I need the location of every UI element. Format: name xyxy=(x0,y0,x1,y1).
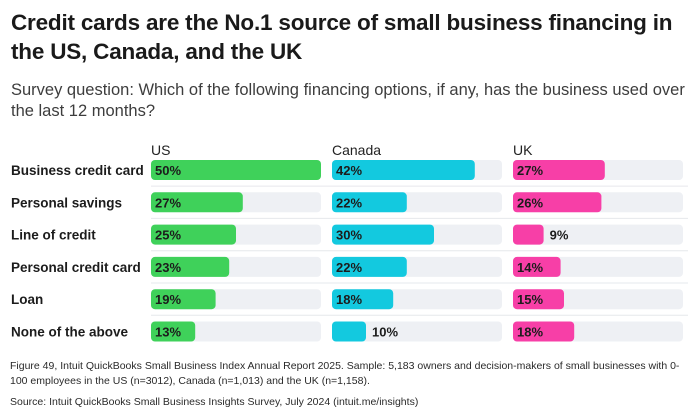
bar-track xyxy=(513,224,683,245)
series-header-uk: UK xyxy=(513,142,533,158)
value-label: 27% xyxy=(517,163,543,178)
bar-canada xyxy=(332,289,394,310)
source-note: Source: Intuit QuickBooks Small Business… xyxy=(10,396,419,408)
value-label: 22% xyxy=(336,195,362,210)
bar-uk xyxy=(513,256,561,277)
value-label: 19% xyxy=(155,292,181,307)
value-label: 27% xyxy=(155,195,181,210)
bar-canada xyxy=(332,160,475,180)
bar-uk xyxy=(513,289,564,310)
value-label: 50% xyxy=(155,163,181,178)
category-label: Personal savings xyxy=(11,195,122,210)
category-label: Business credit card xyxy=(11,163,144,178)
value-label: 9% xyxy=(550,228,569,243)
value-label: 22% xyxy=(336,260,362,275)
chart-subtitle: Survey question: Which of the following … xyxy=(11,81,685,120)
bar-us xyxy=(151,224,236,245)
figure-footnote: Figure 49, Intuit QuickBooks Small Busin… xyxy=(10,360,680,387)
category-label: Loan xyxy=(11,292,43,307)
value-label: 18% xyxy=(517,325,543,340)
series-header-canada: Canada xyxy=(332,142,381,158)
value-label: 14% xyxy=(517,260,543,275)
bar-us xyxy=(151,256,230,277)
value-label: 15% xyxy=(517,292,543,307)
bar-canada xyxy=(332,321,366,342)
bar-canada xyxy=(332,192,407,213)
bar-canada xyxy=(332,256,407,277)
bar-us xyxy=(151,289,216,310)
series-header-us: US xyxy=(151,142,170,158)
bar-track xyxy=(332,321,502,342)
value-label: 42% xyxy=(336,163,362,178)
chart-title: Credit cards are the No.1 source of smal… xyxy=(11,10,673,64)
value-label: 30% xyxy=(336,228,362,243)
bar-uk xyxy=(513,224,544,245)
value-label: 25% xyxy=(155,228,181,243)
bar-uk xyxy=(513,192,602,213)
bar-us xyxy=(151,321,196,342)
value-label: 13% xyxy=(155,325,181,340)
bar-uk xyxy=(513,160,605,180)
bar-us xyxy=(151,160,321,180)
value-label: 10% xyxy=(372,325,398,340)
category-label: None of the above xyxy=(11,325,129,340)
value-label: 18% xyxy=(336,292,362,307)
category-label: Line of credit xyxy=(11,228,96,243)
bar-uk xyxy=(513,321,575,342)
value-label: 26% xyxy=(517,195,543,210)
bar-canada xyxy=(332,224,434,245)
value-label: 23% xyxy=(155,260,181,275)
category-label: Personal credit card xyxy=(11,260,141,275)
bar-us xyxy=(151,192,243,213)
